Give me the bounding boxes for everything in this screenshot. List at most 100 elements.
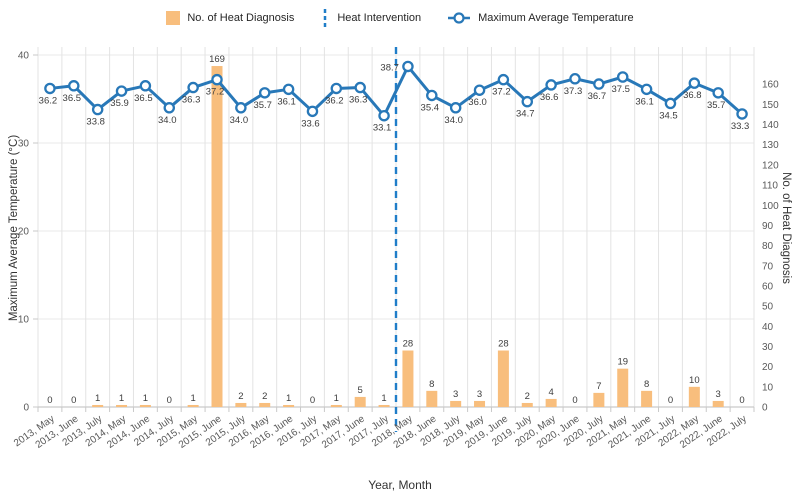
temperature-label: 34.0	[158, 115, 177, 126]
temperature-label: 34.7	[516, 109, 535, 120]
temperature-label: 36.2	[325, 95, 344, 106]
temperature-marker	[258, 87, 271, 99]
bar-value-label: 8	[644, 379, 649, 390]
temperature-marker	[44, 82, 56, 95]
temperature-label: 35.7	[707, 100, 726, 111]
legend-label: No. of Heat Diagnosis	[187, 12, 295, 24]
temperature-marker	[378, 109, 390, 122]
bar-value-label: 0	[739, 395, 744, 406]
right-tick-label: 60	[762, 281, 774, 292]
heat-diagnosis-bar	[330, 404, 342, 407]
temperature-marker	[473, 84, 486, 96]
temperature-label: 33.1	[373, 123, 392, 134]
temperature-marker	[640, 83, 653, 96]
temperature-label: 34.0	[230, 115, 249, 126]
temperature-marker	[449, 102, 462, 114]
heat-diagnosis-bar	[116, 404, 128, 407]
bar-value-label: 4	[548, 387, 553, 398]
x-axis-title: Year, Month	[368, 478, 432, 492]
temperature-marker	[330, 82, 343, 95]
temperature-marker	[497, 73, 510, 86]
temperature-label: 33.3	[731, 121, 750, 132]
bar-value-label: 3	[453, 389, 458, 400]
heat-diagnosis-bar	[211, 66, 223, 407]
temperature-marker	[688, 77, 701, 89]
temperature-label: 37.3	[564, 86, 583, 97]
bar-value-label: 0	[572, 395, 577, 406]
temperature-marker	[402, 60, 414, 73]
heat-diagnosis-bar	[497, 350, 509, 407]
heat-diagnosis-bar	[641, 390, 653, 407]
temperature-label: 37.2	[492, 87, 511, 98]
temperature-label: 36.1	[635, 96, 654, 107]
temperature-label: 33.8	[86, 117, 105, 128]
temperature-marker	[736, 108, 748, 120]
legend-item-heat-intervention: Heat Intervention	[320, 8, 421, 28]
temperature-label: 36.8	[683, 90, 702, 101]
left-tick-label: 0	[23, 403, 29, 414]
temperature-label: 36.2	[39, 95, 58, 106]
temperature-label: 36.5	[134, 93, 153, 104]
right-tick-label: 110	[762, 181, 778, 192]
bar-value-label: 1	[334, 393, 339, 404]
bar-value-label: 28	[498, 339, 509, 350]
temperature-label: 33.6	[301, 118, 320, 129]
temperature-marker	[664, 97, 677, 110]
bar-swatch-icon	[166, 11, 181, 25]
bar-value-label: 3	[477, 389, 482, 400]
legend-label: Heat Intervention	[337, 12, 422, 24]
heat-diagnosis-bar	[402, 350, 414, 407]
left-tick-label: 40	[18, 51, 30, 62]
right-tick-label: 20	[762, 362, 774, 373]
heat-diagnosis-bar	[354, 396, 366, 407]
line-marker-icon	[448, 12, 471, 24]
temperature-marker	[187, 81, 199, 94]
temperature-marker	[68, 80, 80, 92]
right-tick-label: 100	[762, 201, 779, 212]
bar-value-label: 0	[167, 395, 172, 406]
bar-value-label: 0	[668, 395, 673, 406]
heat-diagnosis-bar	[712, 400, 724, 407]
right-tick-label: 120	[762, 160, 779, 171]
bar-value-label: 1	[381, 393, 386, 404]
legend-label: Maximum Average Temperature	[478, 12, 634, 24]
temperature-label: 36.5	[63, 93, 82, 104]
heat-diagnosis-bar	[474, 400, 486, 407]
right-tick-label: 40	[762, 322, 774, 333]
heat-diagnosis-bar	[259, 402, 271, 407]
temperature-label: 36.6	[540, 92, 559, 103]
bar-value-label: 2	[525, 391, 530, 402]
temperature-marker	[426, 89, 438, 102]
bar-value-label: 19	[617, 357, 628, 368]
temperature-marker	[115, 85, 128, 97]
bar-value-label: 1	[95, 393, 100, 404]
temperature-label: 35.7	[253, 100, 272, 111]
bar-value-label: 169	[209, 54, 225, 65]
bar-value-label: 10	[689, 375, 700, 386]
temperature-marker	[616, 71, 629, 83]
bar-value-label: 2	[262, 391, 267, 402]
bar-value-label: 7	[596, 381, 601, 392]
temperature-label: 36.0	[468, 97, 487, 108]
temperature-label: 37.5	[611, 84, 630, 95]
heat-diagnosis-bar	[426, 390, 438, 407]
bar-value-label: 0	[71, 395, 76, 406]
right-tick-label: 140	[762, 120, 779, 131]
heat-diagnosis-bar	[450, 400, 462, 407]
temperature-marker	[354, 81, 366, 94]
temperature-label: 35.4	[421, 102, 440, 113]
right-tick-label: 150	[762, 100, 779, 111]
temperature-label: 37.2	[206, 87, 225, 98]
legend-item-heat-diagnosis: No. of Heat Diagnosis	[166, 11, 294, 25]
right-tick-label: 0	[762, 403, 768, 414]
bar-value-label: 1	[119, 393, 124, 404]
heat-diagnosis-bar	[688, 386, 700, 407]
left-tick-label: 20	[18, 227, 30, 238]
heat-diagnosis-bar	[139, 404, 151, 407]
temperature-marker	[306, 105, 319, 118]
temperature-marker	[282, 83, 295, 96]
bar-value-label: 1	[143, 393, 148, 404]
right-tick-label: 50	[762, 302, 774, 313]
temperature-label: 36.7	[588, 91, 607, 102]
